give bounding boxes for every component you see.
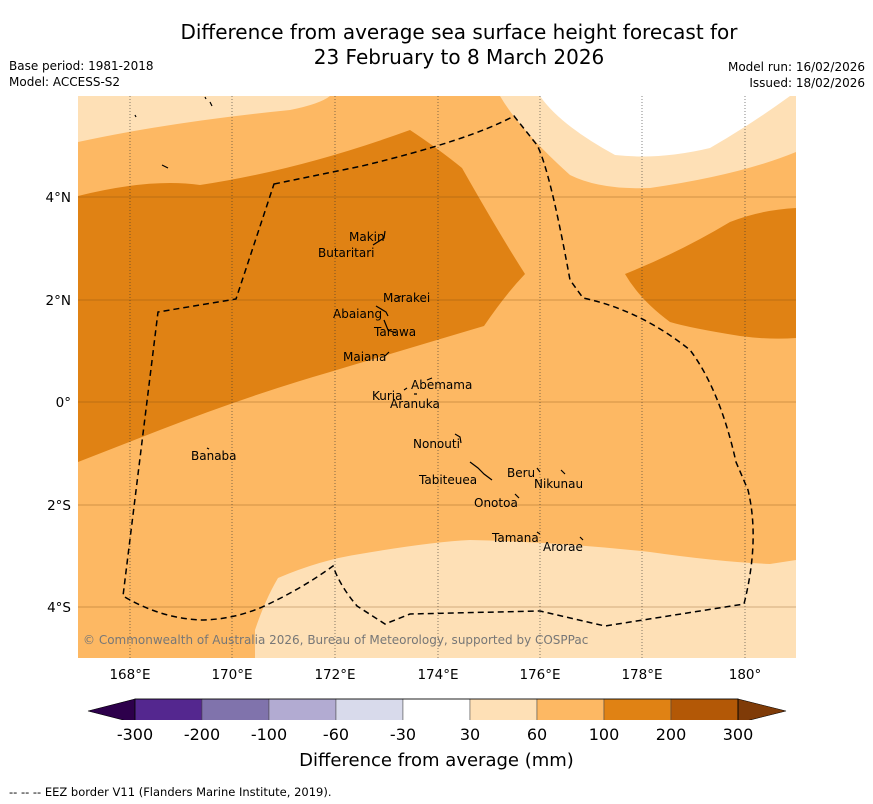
place-label-kuria: Kuria xyxy=(372,389,403,403)
colorbar-label-200-8: 200 xyxy=(655,725,687,744)
colorbar-label-30-4: -30 xyxy=(389,725,417,744)
axis-labels: 168°E 170°E 172°E 174°E 176°E 178°E 180° 4°N 2°N… xyxy=(46,190,762,683)
island-misc xyxy=(134,96,213,169)
island-nonouti xyxy=(454,433,462,444)
band-30-60-south xyxy=(255,540,796,658)
issued-date: Issued: 18/02/2026 xyxy=(749,76,865,90)
colorbar-label-300-9: 300 xyxy=(722,725,754,744)
place-label-butaritari: Butaritari xyxy=(318,246,375,260)
x-tick-176-e: 176°E xyxy=(519,667,560,683)
island-tabiteuea xyxy=(469,461,493,481)
island-marks xyxy=(134,96,584,541)
colorbar-segment-7 xyxy=(603,698,672,720)
colorbar-label-60-6: 60 xyxy=(526,725,548,744)
place-label-marakei: Marakei xyxy=(383,291,430,305)
place-label-nonouti: Nonouti xyxy=(413,437,460,451)
place-label-banaba: Banaba xyxy=(191,449,237,463)
place-label-tabiteuea: Tabiteuea xyxy=(418,473,477,487)
y-tick-4-n: 4°N xyxy=(46,190,71,206)
place-label-nikunau: Nikunau xyxy=(534,477,583,491)
x-tick-178-e: 178°E xyxy=(621,667,662,683)
colorbar-label-200-1: -200 xyxy=(183,725,221,744)
x-tick-168-e: 168°E xyxy=(109,667,150,683)
eez-border xyxy=(122,115,754,627)
colorbar-tick-labels: -300 -200 -100 -60 -30 30 60 100 200 300 xyxy=(0,725,873,747)
colorbar-label-300-0: -300 xyxy=(116,725,154,744)
chart-title-line2: 23 February to 8 March 2026 xyxy=(313,45,605,69)
colorbar-segment-3 xyxy=(335,698,404,720)
island-makin xyxy=(372,230,386,246)
island-tarawa xyxy=(383,319,397,334)
colorbar-segment-4 xyxy=(402,698,471,720)
island-banaba xyxy=(206,447,210,450)
colorbar-label-30-5: 30 xyxy=(459,725,481,744)
colorbar-segment-2 xyxy=(268,698,337,720)
band-30-60-north-west xyxy=(78,96,330,142)
copyright-text: © Commonwealth of Australia 2026, Bureau… xyxy=(83,633,588,647)
colorbar-segment-8 xyxy=(670,698,739,720)
colorbar-frame xyxy=(134,698,739,720)
eez-footnote: -- -- -- EEZ border V11 (Flanders Marine… xyxy=(9,785,332,799)
y-tick-2-n: 2°N xyxy=(46,293,71,309)
place-label-tamana: Tamana xyxy=(491,531,539,545)
band-100-200-main xyxy=(78,130,525,462)
colorbar-title: Difference from average (mm) xyxy=(299,750,574,771)
model-run: Model run: 16/02/2026 xyxy=(727,60,865,74)
band-neutral-north-east xyxy=(540,96,790,157)
colorbar-label-100-7: 100 xyxy=(588,725,620,744)
gridlines xyxy=(78,96,796,658)
island-maiana xyxy=(384,351,390,357)
x-tick-170-e: 170°E xyxy=(211,667,252,683)
chart-title: Difference from average sea surface heig… xyxy=(0,20,873,70)
place-label-abaiang: Abaiang xyxy=(333,307,382,321)
place-label-abemama: Abemama xyxy=(411,378,472,392)
colorbar-label-100-2: -100 xyxy=(250,725,288,744)
colorbar-segment-1 xyxy=(201,698,270,720)
model-name: Model: ACCESS-S2 xyxy=(9,75,121,89)
place-label-makin: Makin xyxy=(349,230,385,244)
island-tamana-arorae xyxy=(536,531,584,541)
meta-right: Model run: 16/02/2026 Issued: 18/02/2026 xyxy=(728,59,865,91)
colorbar-segment-5 xyxy=(469,698,538,720)
place-label-onotoa: Onotoa xyxy=(474,496,518,510)
colorbar-label-60-3: -60 xyxy=(322,725,350,744)
chart-title-line1: Difference from average sea surface heig… xyxy=(180,20,738,44)
place-label-arorae: Arorae xyxy=(543,540,583,554)
place-label-maiana: Maiana xyxy=(343,350,386,364)
y-tick-4-s: 4°S xyxy=(47,600,71,616)
y-tick-0: 0° xyxy=(56,395,71,411)
place-label-aranuka: Aranuka xyxy=(390,397,440,411)
place-label-beru: Beru xyxy=(507,466,535,480)
island-onotoa xyxy=(514,493,520,499)
y-tick-2-s: 2°S xyxy=(47,498,71,514)
base-period: Base period: 1981-2018 xyxy=(9,59,154,73)
island-beru-nikunau xyxy=(536,467,566,475)
colorbar-segment-0 xyxy=(134,698,203,720)
colorbar-under-arrow xyxy=(87,698,136,720)
x-tick-174-e: 174°E xyxy=(417,667,458,683)
colorbar-over-arrow xyxy=(737,698,787,720)
band-100-200-east xyxy=(625,208,796,339)
colorbar-segment-6 xyxy=(536,698,605,720)
map-plot-area xyxy=(78,96,796,658)
island-abemama xyxy=(426,377,433,381)
x-tick-172-e: 172°E xyxy=(314,667,355,683)
x-tick-180: 180° xyxy=(729,667,762,683)
place-label-tarawa: Tarawa xyxy=(373,325,416,339)
island-abaiang xyxy=(375,305,389,317)
meta-left: Base period: 1981-2018 Model: ACCESS-S2 xyxy=(9,58,154,90)
island-kuria-aranuka xyxy=(403,387,417,395)
colorbar xyxy=(87,698,787,720)
island-marakei xyxy=(396,295,402,299)
